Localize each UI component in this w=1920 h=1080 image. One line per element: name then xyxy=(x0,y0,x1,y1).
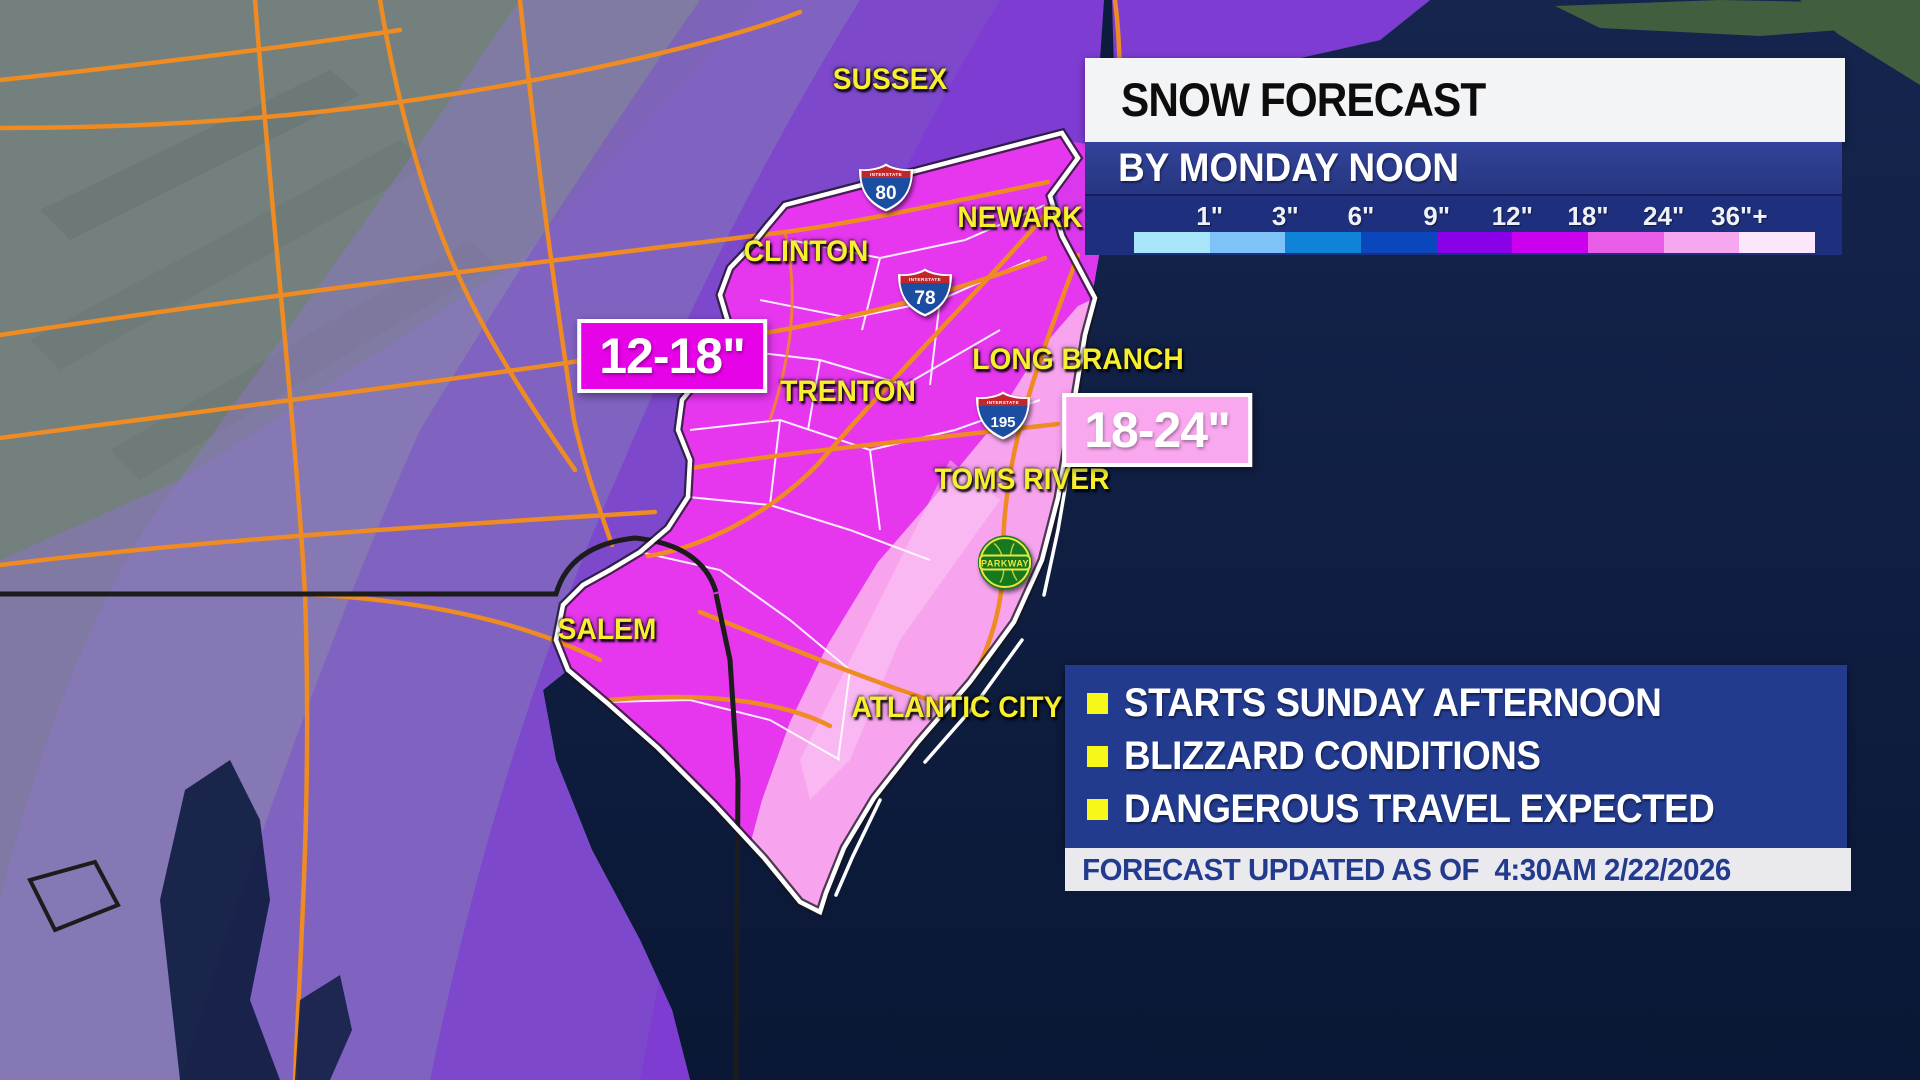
city-label-long-branch: LONG BRANCH xyxy=(972,343,1184,376)
legend-segment-5 xyxy=(1512,232,1589,253)
barrier-islands xyxy=(834,458,1072,897)
bullet-square-icon xyxy=(1087,799,1108,820)
legend-segment-4 xyxy=(1436,232,1513,253)
legend-segment-0 xyxy=(1134,232,1210,253)
legend-segment-3 xyxy=(1361,232,1437,253)
legend-tick: 3" xyxy=(1271,201,1299,231)
legend-segment-6 xyxy=(1588,232,1664,253)
city-label-clinton: CLINTON xyxy=(743,235,869,268)
forecast-footer-bar: FORECAST UPDATED AS OF 4:30AM 2/22/2026 xyxy=(1065,848,1851,891)
legend-tick: 12" xyxy=(1491,201,1533,231)
city-label-toms-river: TOMS RIVER xyxy=(934,463,1110,496)
legend-tick: 6" xyxy=(1347,201,1375,231)
legend-tick: 24" xyxy=(1643,201,1685,231)
city-label-trenton: TRENTON xyxy=(780,375,916,408)
forecast-title: SNOW FORECAST xyxy=(1121,73,1486,126)
terrain-ridge xyxy=(40,70,360,240)
callout-row: DANGEROUS TRAVEL EXPECTED xyxy=(1065,787,1847,832)
snow-zone-highlight xyxy=(800,460,1000,800)
garden-state-parkway-shield-icon: PARKWAY xyxy=(977,535,1033,596)
forecast-updated-text: FORECAST UPDATED AS OF 4:30AM 2/22/2026 xyxy=(1082,852,1731,887)
svg-text:80: 80 xyxy=(875,183,896,204)
legend-segment-8 xyxy=(1739,232,1816,253)
legend-tick: 9" xyxy=(1423,201,1451,231)
callout-text: BLIZZARD CONDITIONS xyxy=(1124,734,1541,778)
legend-tick: 1" xyxy=(1196,201,1224,231)
legend-tick: 18" xyxy=(1567,201,1609,231)
forecast-subtitle: BY MONDAY NOON xyxy=(1118,146,1459,190)
svg-text:195: 195 xyxy=(990,414,1015,431)
terrain-ridge xyxy=(30,140,430,370)
svg-text:INTERSTATE: INTERSTATE xyxy=(987,400,1019,405)
legend-strip: 1" 3" 6" 9" 12" 18" 24" 36"+ xyxy=(1085,194,1842,255)
legend-segment-7 xyxy=(1663,232,1740,253)
svg-text:INTERSTATE: INTERSTATE xyxy=(870,172,902,177)
legend-tick: 36"+ xyxy=(1711,201,1768,231)
city-label-sussex: SUSSEX xyxy=(832,63,948,96)
city-label-salem: SALEM xyxy=(557,613,657,646)
forecast-subtitle-banner: BY MONDAY NOON xyxy=(1085,142,1842,194)
callout-row: STARTS SUNDAY AFTERNOON xyxy=(1065,681,1847,726)
callout-text: DANGEROUS TRAVEL EXPECTED xyxy=(1124,787,1715,831)
city-label-atlantic-city: ATLANTIC CITY xyxy=(851,691,1063,724)
forecast-title-box: SNOW FORECAST xyxy=(1085,58,1845,142)
snow-amount-label-18-24: 18-24" xyxy=(1062,393,1252,467)
interstate-78-shield-icon: INTERSTATE 78 xyxy=(895,267,955,324)
callout-row: BLIZZARD CONDITIONS xyxy=(1065,734,1847,779)
callout-text: STARTS SUNDAY AFTERNOON xyxy=(1124,681,1662,725)
svg-text:INTERSTATE: INTERSTATE xyxy=(909,277,941,282)
interstate-195-shield-icon: INTERSTATE 195 xyxy=(973,390,1033,447)
bullet-square-icon xyxy=(1087,693,1108,714)
legend-color-bar xyxy=(1134,232,1816,253)
svg-text:PARKWAY: PARKWAY xyxy=(981,559,1029,569)
svg-text:78: 78 xyxy=(914,288,935,309)
legend-segment-1 xyxy=(1209,232,1286,253)
city-label-newark: NEWARK xyxy=(957,201,1083,234)
forecast-callouts-box: STARTS SUNDAY AFTERNOON BLIZZARD CONDITIO… xyxy=(1065,665,1847,848)
northeast-land xyxy=(1555,0,1920,85)
state-borders-black xyxy=(0,535,741,1080)
interstate-80-shield-icon: INTERSTATE 80 xyxy=(856,162,916,219)
bullet-square-icon xyxy=(1087,746,1108,767)
snow-amount-label-12-18: 12-18" xyxy=(577,319,767,393)
legend-segment-2 xyxy=(1285,232,1362,253)
